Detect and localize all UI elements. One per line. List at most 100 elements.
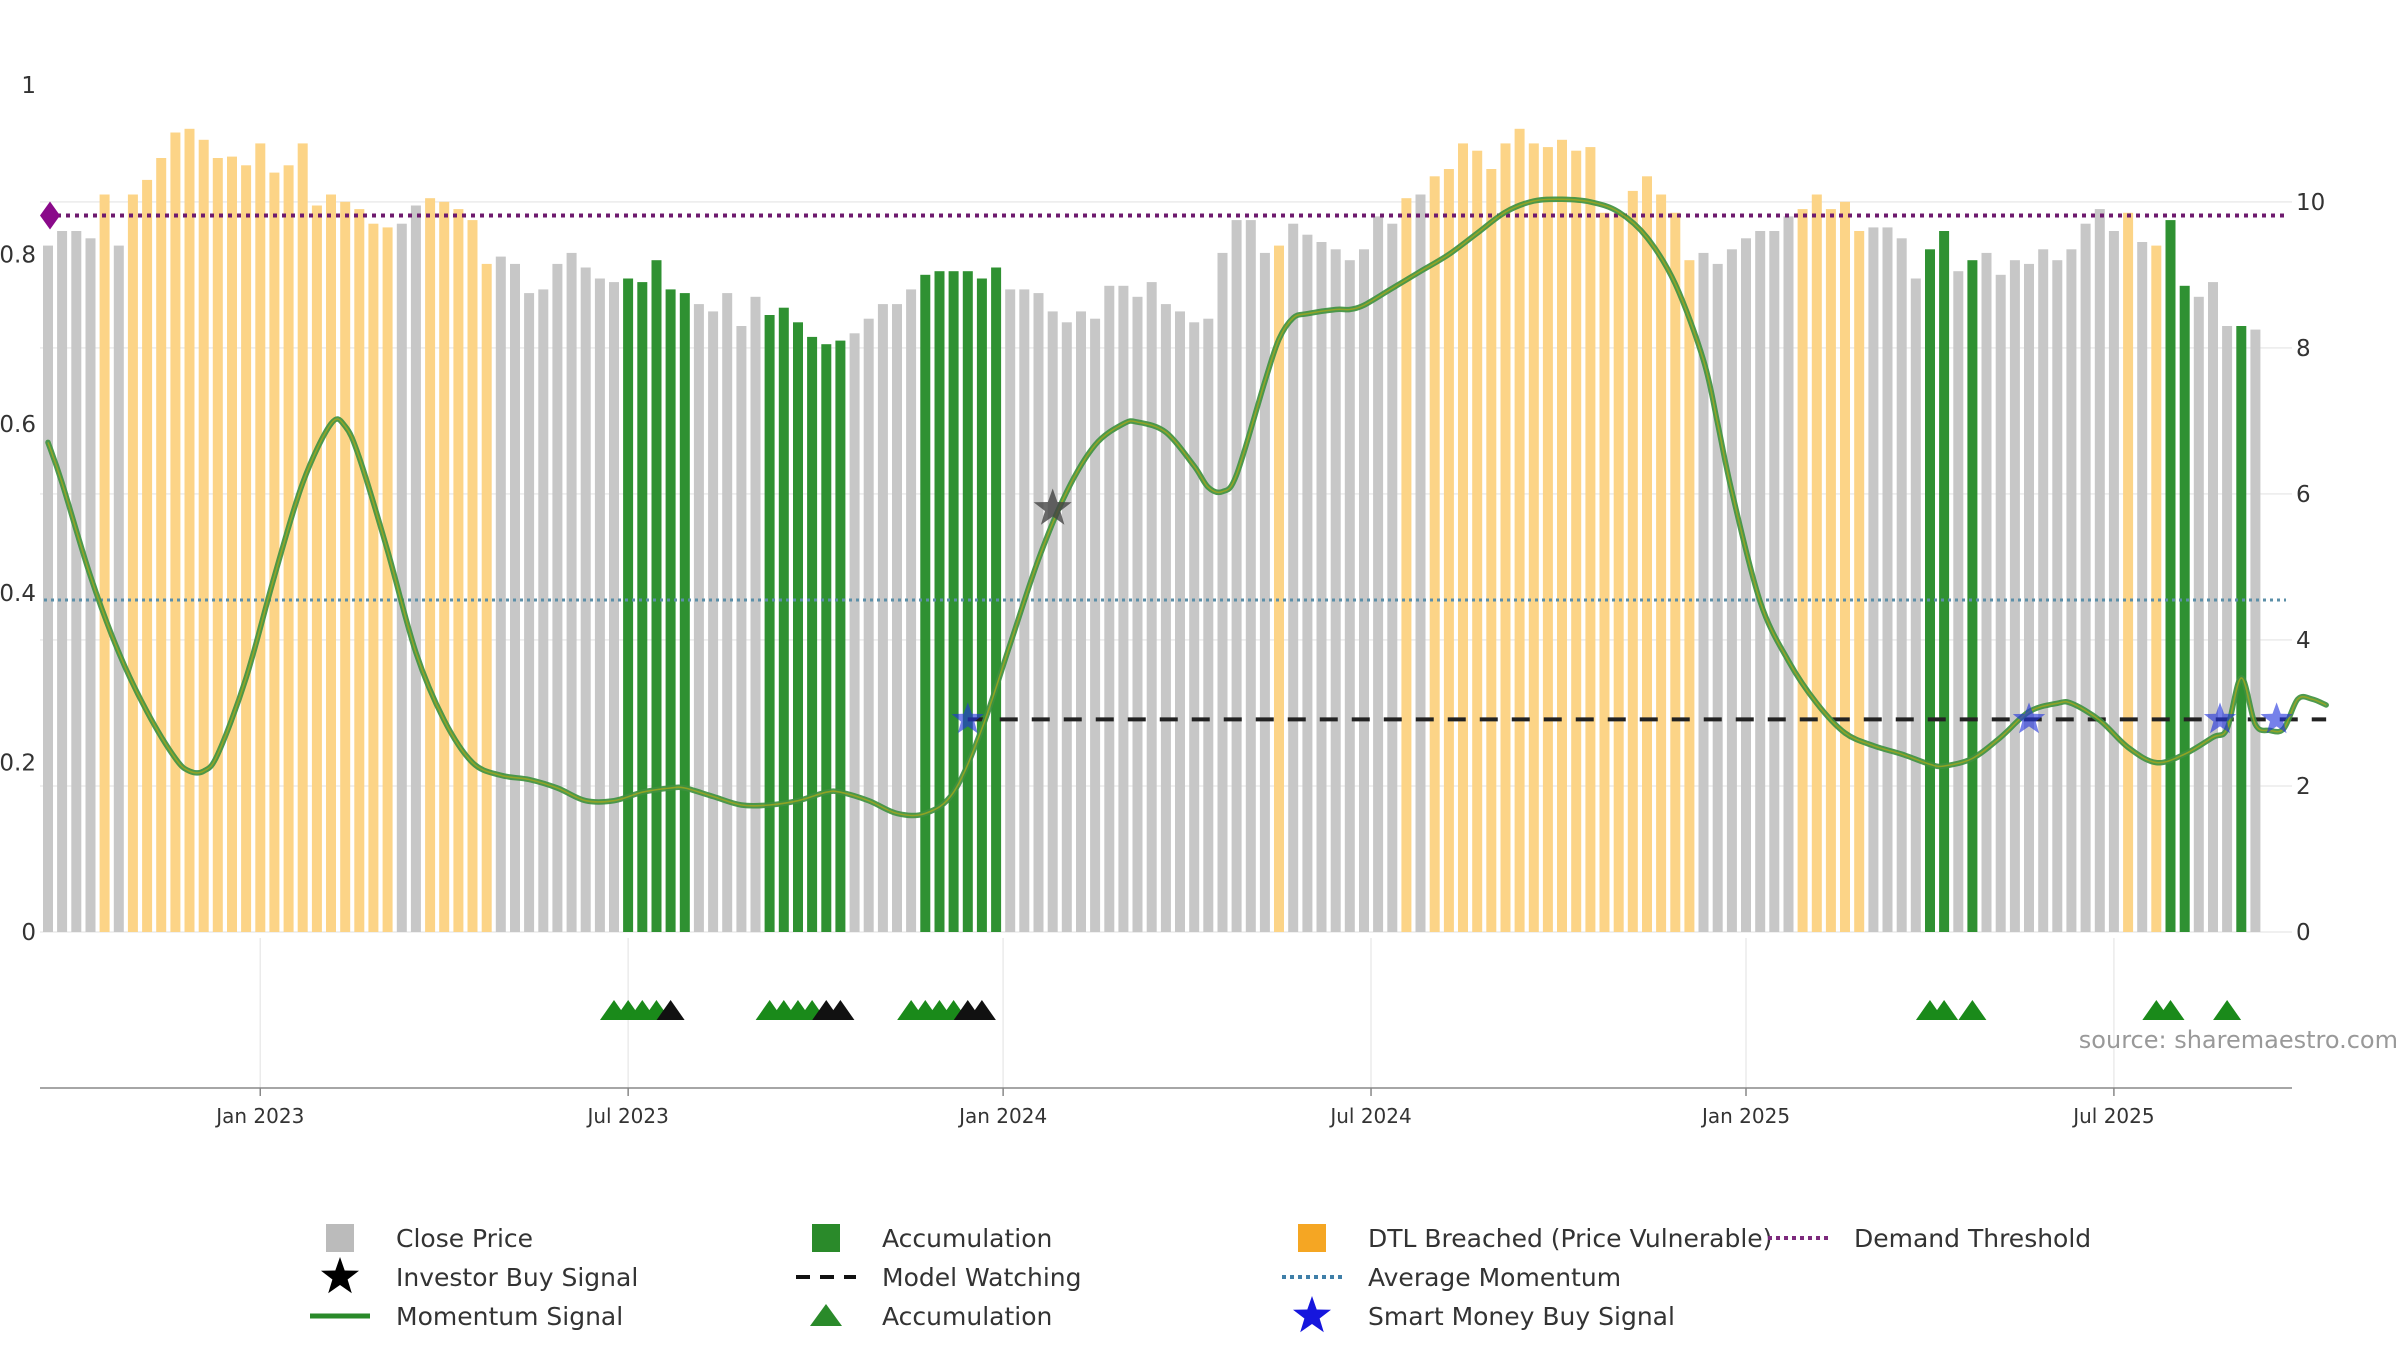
price-bar — [807, 336, 818, 932]
price-bar — [906, 289, 917, 932]
legend-label: Demand Threshold — [1854, 1224, 2091, 1253]
price-bar — [538, 289, 549, 932]
price-bar — [1231, 220, 1242, 933]
price-bar — [1160, 304, 1171, 933]
price-bar — [1217, 252, 1228, 932]
price-bar — [184, 128, 195, 933]
legend-label: DTL Breached (Price Vulnerable) — [1368, 1224, 1772, 1253]
legend-swatch — [1298, 1224, 1326, 1252]
price-bar — [1005, 289, 1016, 932]
price-bar — [1486, 169, 1497, 932]
price-bar — [1047, 311, 1058, 932]
accumulation-triangle — [2156, 1000, 2185, 1020]
price-bar — [693, 304, 704, 933]
legend-item: Smart Money Buy Signal — [1293, 1296, 1675, 1333]
accumulation-triangle-black — [656, 1000, 685, 1020]
price-bar — [2038, 249, 2049, 933]
momentum-line — [45, 196, 2329, 819]
price-bar — [1316, 242, 1327, 932]
price-bar — [1330, 249, 1341, 933]
price-bar — [2137, 242, 2148, 932]
x-axis-label: Jul 2025 — [2071, 1104, 2154, 1128]
price-bar — [311, 205, 322, 932]
price-bar — [948, 271, 959, 932]
legend-swatch — [812, 1224, 840, 1252]
price-bar — [1755, 231, 1766, 932]
price-bar — [1557, 139, 1567, 933]
legend-item: Investor Buy Signal — [321, 1257, 638, 1294]
price-bar — [1387, 223, 1398, 932]
price-bar — [2052, 260, 2063, 932]
right-axis-tick: 0 — [2296, 920, 2311, 946]
legend-label: Investor Buy Signal — [396, 1263, 638, 1292]
accumulation-triangle — [2213, 1000, 2242, 1020]
price-bar — [410, 205, 421, 932]
price-bar — [1939, 231, 1950, 932]
legend-item: DTL Breached (Price Vulnerable) — [1298, 1224, 1772, 1253]
price-bar — [156, 158, 167, 932]
smart-money-star — [2260, 702, 2293, 734]
price-bar — [2250, 329, 2261, 933]
price-bar — [651, 260, 662, 932]
right-axis-tick: 6 — [2296, 482, 2311, 508]
price-bar — [2123, 212, 2134, 933]
price-bar — [524, 293, 535, 933]
x-axis-label: Jan 2025 — [1700, 1104, 1790, 1128]
price-bar — [764, 315, 775, 932]
price-bar — [198, 139, 209, 933]
legend-label: Accumulation — [882, 1302, 1052, 1331]
price-bar — [2208, 282, 2218, 933]
price-bar — [877, 304, 888, 933]
left-axis-tick: 1 — [21, 73, 36, 99]
price-bar — [113, 245, 124, 933]
price-bar — [2165, 220, 2176, 933]
price-bar — [2094, 209, 2105, 933]
price-bar — [1712, 263, 1723, 932]
legend-triangle-icon — [810, 1304, 842, 1326]
price-bar — [1967, 260, 1978, 932]
price-bar — [297, 143, 308, 932]
price-bar — [609, 282, 619, 933]
x-axis-label: Jan 2023 — [214, 1104, 304, 1128]
price-bar — [708, 311, 719, 932]
right-axis-tick: 8 — [2296, 336, 2311, 362]
price-bar — [71, 231, 82, 932]
price-bar — [1245, 220, 1256, 933]
price-bar — [1896, 238, 1907, 933]
smart-money-star — [2012, 702, 2046, 734]
price-bar — [1132, 296, 1143, 933]
price-bar — [1033, 293, 1044, 933]
left-axis-tick: 0.8 — [0, 242, 36, 268]
price-bar — [679, 293, 690, 933]
price-bar — [1429, 176, 1440, 933]
accumulation-triangle-black — [826, 1000, 855, 1020]
price-bar — [1925, 249, 1935, 933]
price-bar — [283, 165, 294, 933]
price-bar — [1599, 212, 1610, 933]
price-bar — [1670, 212, 1681, 933]
price-bar — [1401, 198, 1412, 932]
price-bar — [1684, 260, 1695, 932]
price-bar — [227, 156, 237, 933]
legend-label: Smart Money Buy Signal — [1368, 1302, 1675, 1331]
accumulation-triangle — [1958, 1000, 1987, 1020]
price-bar — [778, 307, 789, 932]
price-bar — [1359, 249, 1369, 933]
price-bar — [1868, 227, 1879, 932]
price-bar — [1104, 285, 1115, 932]
legend-item: Momentum Signal — [310, 1302, 623, 1331]
price-bar — [368, 223, 379, 932]
price-bar — [1613, 212, 1624, 933]
price-bar — [1175, 311, 1185, 932]
x-axis-label: Jul 2024 — [1328, 1104, 1411, 1128]
price-bar — [2108, 231, 2119, 932]
price-bar — [1854, 231, 1865, 932]
price-bar — [467, 220, 478, 933]
legend-item: Close Price — [326, 1224, 533, 1253]
price-bar — [269, 172, 280, 933]
momentum-signal-highlight — [47, 198, 2327, 817]
legend-label: Momentum Signal — [396, 1302, 623, 1331]
price-bar — [354, 209, 365, 933]
